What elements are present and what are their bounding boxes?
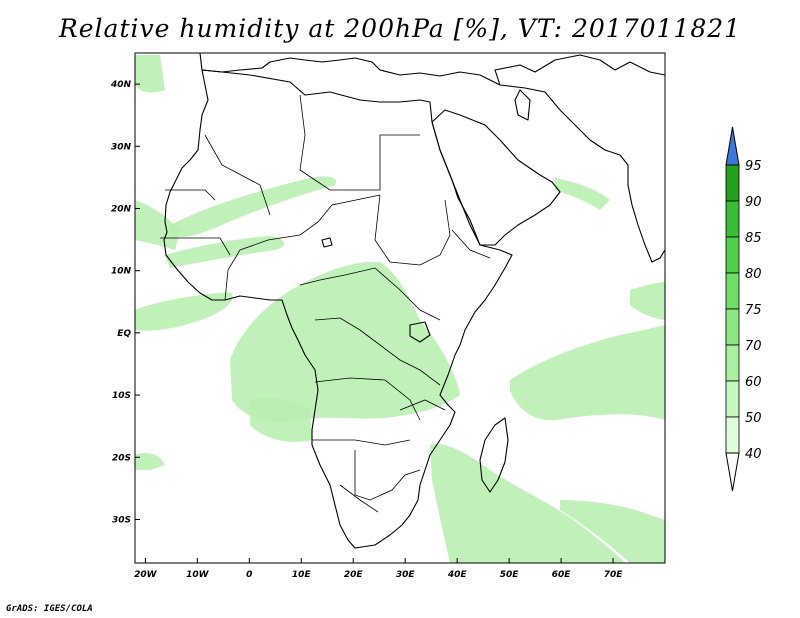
- humidity-region-indian-ocean: [510, 325, 665, 421]
- colorbar-label: 60: [745, 375, 762, 390]
- lat-tick-label: 10N: [111, 267, 132, 277]
- humidity-region-west-atlantic: [135, 292, 233, 331]
- lat-tick-label: 20N: [111, 204, 132, 214]
- chart-title: Relative humidity at 200hPa [%], VT: 201…: [58, 14, 742, 43]
- country-borders: [160, 94, 491, 513]
- colorbar-segment: [725, 236, 740, 274]
- lat-tick-label: 30N: [111, 142, 132, 152]
- humidity-region-south-atlantic: [135, 453, 165, 470]
- humidity-region-congo: [230, 261, 460, 422]
- lon-tick-label: 40E: [447, 570, 468, 580]
- footer-credit: GrADS: IGES/COLA: [6, 604, 93, 614]
- humidity-shading: [135, 55, 665, 563]
- humidity-region-atlantic: [135, 200, 180, 250]
- colorbar-label: 70: [745, 339, 762, 354]
- colorbar: 40 50 60 70 75 80 85 90 95: [725, 126, 762, 492]
- lat-tick-label: 30S: [112, 515, 131, 525]
- coastline-iran-india: [499, 84, 665, 263]
- coastline-madagascar: [479, 417, 509, 493]
- coastlines: [163, 53, 665, 549]
- colorbar-over-triangle: [725, 126, 740, 166]
- colorbar-under-triangle: [725, 452, 740, 492]
- humidity-region-east-equatorial: [630, 282, 665, 320]
- colorbar-label: 85: [745, 231, 762, 246]
- coastline-arabia: [431, 109, 561, 246]
- coastline-lake-victoria: [409, 321, 431, 343]
- latitude-ticks: 40N 30N 20N 10N EQ 10S 20S 30S: [110, 80, 140, 525]
- colorbar-label: 80: [745, 267, 762, 282]
- lon-tick-label: 70E: [604, 570, 624, 580]
- colorbar-label: 75: [745, 303, 762, 318]
- lat-tick-label: 40N: [110, 80, 132, 90]
- lon-tick-label: 50E: [500, 570, 520, 580]
- humidity-region-sahel-band: [165, 236, 285, 268]
- colorbar-segment: [725, 272, 740, 310]
- colorbar-segment: [725, 308, 740, 346]
- lon-tick-label: 60E: [552, 570, 572, 580]
- colorbar-label: 90: [745, 195, 762, 210]
- colorbar-segment: [725, 416, 740, 454]
- lon-tick-label: 0: [246, 570, 252, 580]
- coastline-caspian: [514, 89, 531, 121]
- map-frame: [134, 52, 666, 564]
- lat-tick-label: 20S: [112, 453, 131, 463]
- lon-tick-label: 10W: [186, 570, 210, 580]
- humidity-region-sahara-band: [170, 176, 337, 238]
- humidity-region-mozambique: [430, 444, 625, 563]
- lon-tick-label: 20E: [344, 570, 364, 580]
- humidity-region-north-atlantic: [135, 55, 165, 93]
- lon-tick-label: 20W: [134, 570, 158, 580]
- colorbar-label: 50: [745, 411, 762, 426]
- colorbar-segment: [725, 344, 740, 382]
- longitude-ticks: 20W 10W 0 10E 20E 30E 40E 50E 60E 70E: [134, 558, 623, 580]
- lat-tick-label: EQ: [117, 329, 131, 339]
- colorbar-segment: [725, 380, 740, 418]
- colorbar-label: 95: [745, 159, 762, 174]
- colorbar-segment: [725, 164, 740, 202]
- lat-tick-label: 10S: [112, 391, 131, 401]
- lon-tick-label: 10E: [292, 570, 312, 580]
- colorbar-segment: [725, 200, 740, 238]
- lon-tick-label: 30E: [396, 570, 416, 580]
- colorbar-label: 40: [745, 447, 762, 462]
- humidity-region-arabia-sea: [555, 178, 610, 210]
- humidity-region-madagascar-east: [560, 500, 665, 563]
- coastline-europe: [199, 53, 665, 86]
- humidity-region-angola: [250, 398, 312, 442]
- coastline-lake-chad: [321, 237, 333, 248]
